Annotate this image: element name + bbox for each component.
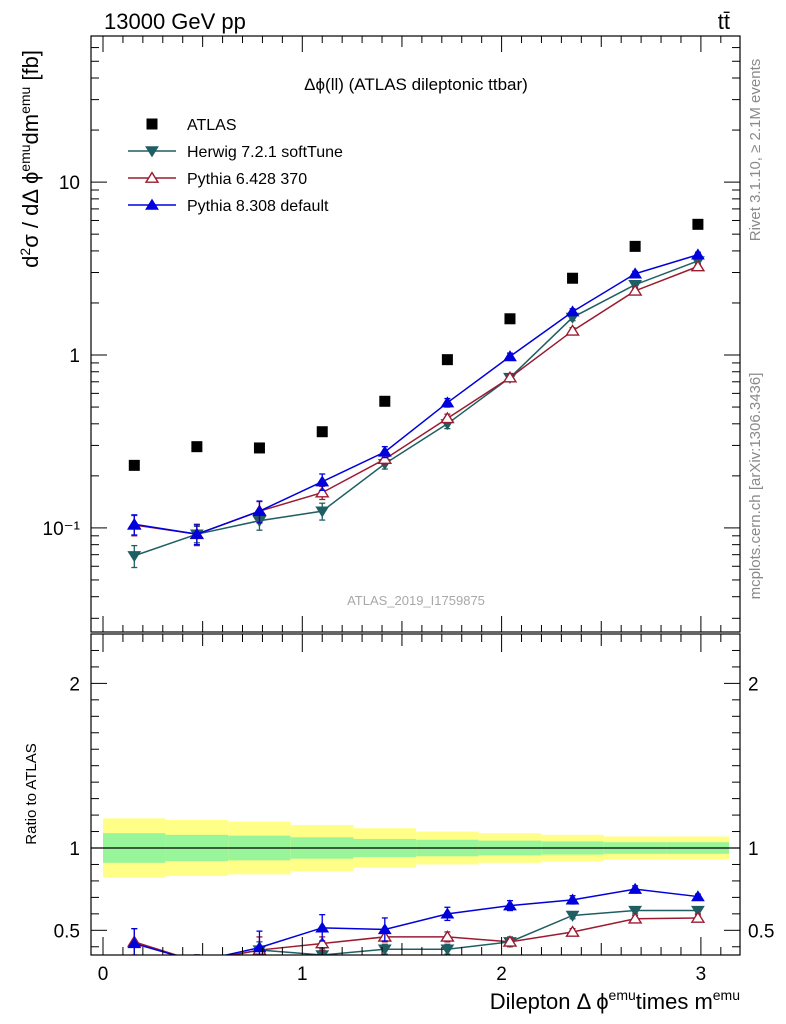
ratio-y-tick-label: 2 — [69, 674, 80, 695]
ratio-panel: 0.5 0.5 1 1 2 2 0 1 2 3 Ratio to ATLAS Dilepton Δ… — [23, 633, 774, 1014]
main-point-1-3 — [315, 506, 330, 518]
ratio-point-1-8 — [627, 912, 643, 924]
main-point-2-9 — [690, 259, 706, 272]
main-point-3-7 — [565, 305, 580, 317]
main-markers — [127, 218, 706, 569]
ratio-line-0 — [228, 909, 698, 955]
ratio-ticks: 0.5 0.5 1 1 2 2 0 1 2 3 — [54, 633, 774, 985]
ratio-y-tick-label-right: 2 — [748, 674, 759, 695]
main-point-3-1 — [189, 527, 204, 539]
legend-marker-3 — [145, 198, 159, 210]
main-point-0-3 — [316, 426, 328, 438]
ratio-point-1-7 — [565, 925, 580, 937]
main-point-0-0 — [128, 459, 140, 471]
main-y-tick-label: 10⁻¹ — [43, 519, 81, 540]
main-point-3-8 — [628, 267, 643, 279]
ratio-point-2-0 — [127, 937, 142, 949]
main-point-0-2 — [253, 442, 265, 454]
main-line-3 — [134, 254, 699, 535]
ratio-point-0-5 — [440, 944, 455, 955]
ratio-y-tick-label-right: 0.5 — [748, 921, 774, 942]
main-point-2-4 — [377, 452, 393, 465]
x-axis-label: Dilepton Δ ϕemutimes memu — [490, 987, 740, 1014]
main-point-3-2 — [252, 504, 267, 516]
legend-label-3: Pythia 8.308 default — [187, 198, 329, 215]
main-point-3-9 — [691, 248, 705, 260]
ratio-line-1 — [134, 917, 698, 955]
rivet-version-label: Rivet 3.1.10, ≥ 2.1M events — [747, 59, 764, 242]
ratio-markers — [127, 882, 706, 969]
ratio-point-2-8 — [628, 882, 643, 894]
ratio-point-2-5 — [440, 907, 455, 919]
main-point-0-9 — [692, 218, 704, 230]
main-point-3-5 — [440, 396, 455, 408]
main-y-tick-label: 1 — [69, 346, 80, 367]
ratio-point-2-9 — [691, 890, 705, 902]
ratio-point-1-6 — [502, 935, 518, 947]
main-point-2-7 — [565, 324, 580, 336]
main-ticks: 10⁻¹ 1 10 — [43, 35, 740, 632]
main-y-axis-label: d2σ / dΔ ϕemudmemu [fb] — [17, 50, 43, 268]
legend-marker-2 — [144, 171, 160, 183]
ratio-point-1-9 — [690, 911, 706, 923]
final-state-label: tt̄ — [718, 9, 730, 34]
x-tick-label: 3 — [696, 964, 707, 985]
ratio-point-0-8 — [628, 905, 643, 917]
ratio-y-tick-label-right: 1 — [748, 839, 759, 860]
main-point-0-7 — [567, 272, 579, 284]
x-tick-label: 2 — [496, 964, 507, 985]
process-label: 13000 GeV pp — [104, 9, 246, 34]
ratio-point-0-9 — [691, 905, 705, 917]
legend: ATLAS Herwig 7.2.1 softTune Pythia 6.428 3… — [128, 117, 343, 215]
x-tick-label: 0 — [98, 964, 109, 985]
main-point-0-5 — [441, 354, 453, 366]
ratio-point-1-1 — [196, 954, 197, 955]
main-line-1 — [134, 260, 699, 557]
ratio-point-0-7 — [565, 910, 580, 922]
main-point-2-6 — [502, 370, 518, 383]
main-y-tick-label: 10 — [59, 173, 80, 194]
main-point-0-1 — [191, 441, 203, 453]
legend-label-1: Herwig 7.2.1 softTune — [187, 144, 343, 161]
legend-marker-0 — [146, 118, 158, 130]
watermark-label: ATLAS_2019_I1759875 — [347, 593, 485, 608]
main-frame — [90, 35, 741, 633]
main-line-2 — [134, 265, 699, 535]
main-point-1-0 — [127, 551, 142, 563]
ratio-frame — [90, 633, 741, 956]
ratio-point-2-4 — [377, 923, 392, 935]
ratio-point-1-5 — [440, 930, 455, 942]
main-point-0-6 — [504, 313, 516, 325]
main-point-0-4 — [379, 395, 391, 407]
main-point-3-3 — [315, 475, 330, 487]
ratio-point-2-3 — [315, 921, 330, 933]
ratio-point-0-1 — [191, 957, 203, 967]
main-title: Δϕ(ll) (ATLAS dileptonic ttbar) — [304, 75, 528, 94]
legend-label-0: ATLAS — [187, 117, 237, 134]
main-point-3-0 — [127, 517, 142, 529]
main-point-3-4 — [377, 445, 392, 457]
main-point-2-3 — [314, 485, 330, 498]
ratio-point-2-7 — [565, 893, 580, 905]
main-point-2-8 — [627, 284, 643, 296]
source-label: mcplots.cern.ch [arXiv:1306.3436] — [747, 373, 764, 600]
x-tick-label: 1 — [297, 964, 308, 985]
main-point-3-6 — [503, 350, 517, 362]
ratio-point-0-0 — [128, 959, 140, 969]
ratio-y-tick-label: 0.5 — [54, 921, 80, 942]
ratio-y-axis-label: Ratio to ATLAS — [23, 743, 40, 844]
ratio-bands — [91, 818, 740, 878]
ratio-y-tick-label: 1 — [69, 839, 80, 860]
main-point-0-8 — [629, 240, 641, 252]
legend-marker-1 — [145, 146, 159, 158]
legend-label-2: Pythia 6.428 370 — [187, 171, 307, 188]
main-point-2-5 — [440, 411, 455, 424]
ratio-line-2 — [134, 888, 698, 955]
ratio-point-2-6 — [503, 899, 517, 911]
ratio-point-2-1 — [191, 956, 203, 966]
